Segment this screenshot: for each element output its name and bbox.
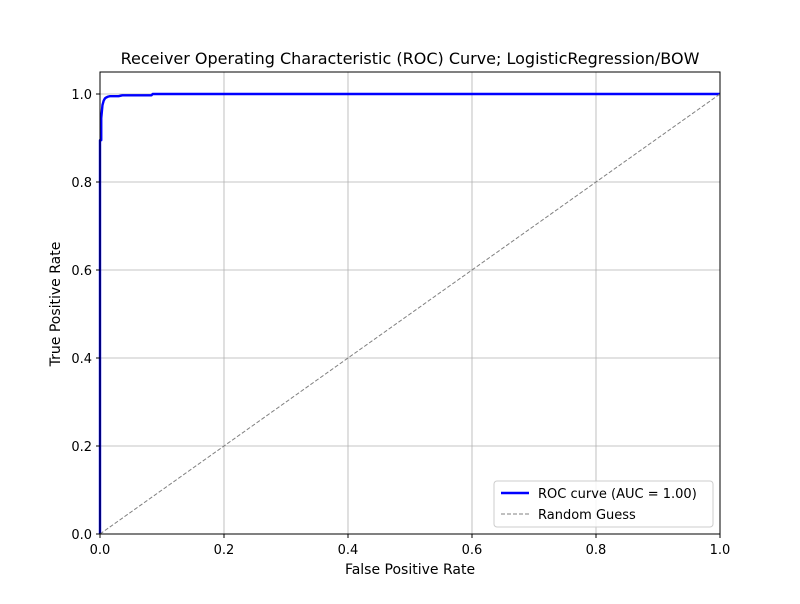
y-tick-label-1: 0.2 [71, 440, 92, 455]
x-tick-label-3: 0.6 [462, 543, 483, 558]
x-tick-label-2: 0.4 [338, 543, 359, 558]
x-axis-label: False Positive Rate [345, 562, 475, 578]
random-guess-line [99, 93, 721, 535]
chart-title: Receiver Operating Characteristic (ROC) … [121, 49, 700, 68]
legend-label-1: Random Guess [538, 508, 636, 523]
axes-frame [99, 71, 721, 535]
x-tick-label-4: 0.8 [586, 543, 607, 558]
x-tick-label-0: 0.0 [90, 543, 111, 558]
ticks: 0.0 0.2 0.4 0.6 0.8 1.0 0.0 0.2 0.4 0.6 0.8 1.0 [71, 88, 730, 558]
roc-curve-line [98, 92, 720, 534]
y-axis-label: True Positive Rate [48, 242, 64, 368]
legend-box [493, 480, 714, 528]
y-tick-label-4: 0.8 [71, 176, 92, 191]
legend-label-0: ROC curve (AUC = 1.00) [538, 487, 697, 502]
y-tick-label-5: 1.0 [71, 88, 92, 103]
legend: ROC curve (AUC = 1.00) Random Guess [493, 480, 714, 528]
axes [99, 71, 721, 535]
x-tick-label-5: 1.0 [710, 543, 731, 558]
grid [99, 72, 721, 535]
y-tick-label-0: 0.0 [71, 528, 92, 543]
series-layer [98, 92, 721, 535]
y-tick-label-2: 0.4 [71, 352, 92, 367]
x-tick-label-1: 0.2 [214, 543, 235, 558]
y-tick-label-3: 0.6 [71, 264, 92, 279]
